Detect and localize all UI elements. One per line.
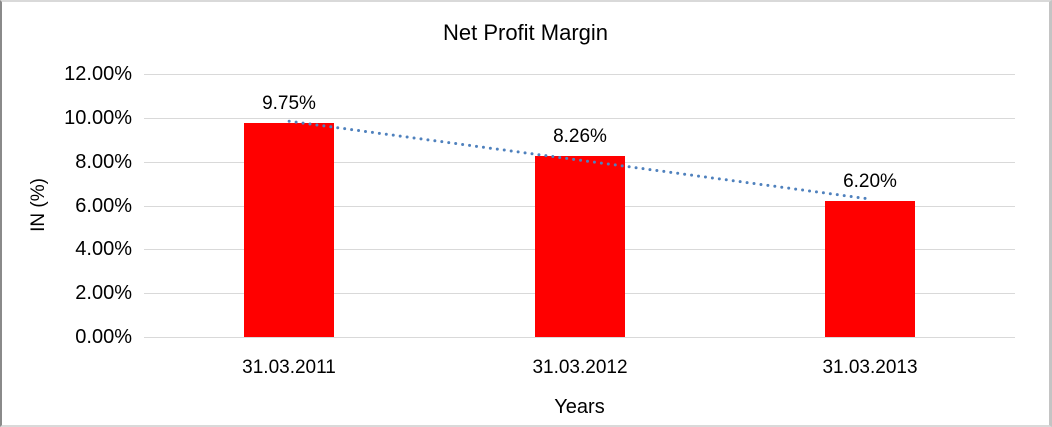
x-axis-category-label: 31.03.2012	[532, 357, 628, 378]
chart-title: Net Profit Margin	[442, 20, 609, 45]
bar-data-label: 9.75%	[262, 93, 316, 114]
gridline	[144, 337, 1015, 338]
y-axis-tick-label: 10.00%	[64, 107, 132, 129]
gridline	[144, 74, 1015, 75]
gridline	[144, 118, 1015, 119]
x-axis-category-label: 31.03.2013	[822, 357, 918, 378]
y-axis-tick-label: 6.00%	[75, 195, 132, 217]
y-axis-tick-label: 4.00%	[75, 238, 132, 260]
bar	[535, 156, 625, 337]
x-axis-title: Years	[554, 396, 605, 418]
bar-data-label: 8.26%	[553, 126, 607, 147]
y-axis-tick-label: 0.00%	[75, 326, 132, 348]
trendline	[287, 119, 872, 201]
x-axis-category-label: 31.03.2011	[242, 357, 336, 378]
y-axis-tick-label: 8.00%	[75, 151, 132, 173]
bar	[825, 201, 915, 337]
bar-data-label: 6.20%	[843, 171, 897, 192]
y-axis-tick-label: 12.00%	[64, 63, 132, 85]
y-axis-tick-label: 2.00%	[75, 282, 132, 304]
bar	[244, 123, 334, 337]
